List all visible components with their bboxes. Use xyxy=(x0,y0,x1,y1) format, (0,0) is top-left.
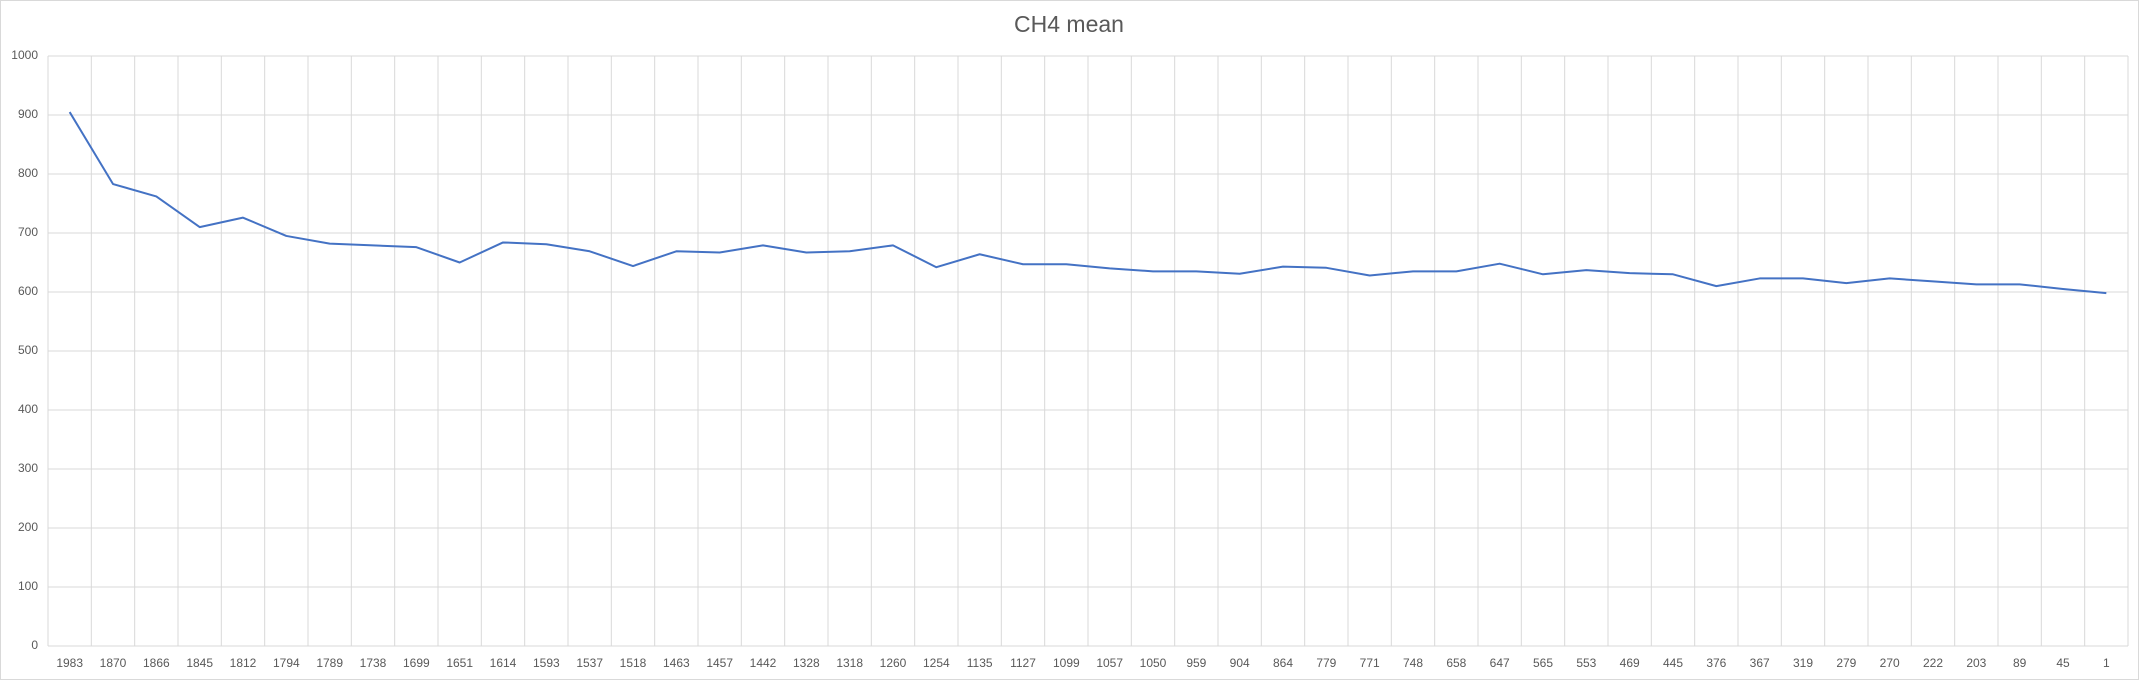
y-tick-label: 200 xyxy=(18,520,38,534)
x-tick-label: 367 xyxy=(1750,656,1770,670)
x-tick-label: 1537 xyxy=(576,656,603,670)
x-tick-label: 45 xyxy=(2056,656,2070,670)
y-tick-label: 300 xyxy=(18,461,38,475)
x-tick-label: 1845 xyxy=(186,656,213,670)
x-tick-label: 864 xyxy=(1273,656,1293,670)
data-line xyxy=(68,111,2107,295)
x-tick-label: 748 xyxy=(1403,656,1423,670)
x-tick-label: 1 xyxy=(2103,656,2110,670)
x-tick-label: 1518 xyxy=(620,656,647,670)
y-tick-label: 700 xyxy=(18,225,38,239)
x-tick-label: 1328 xyxy=(793,656,820,670)
x-tick-label: 1254 xyxy=(923,656,950,670)
x-tick-label: 1442 xyxy=(750,656,777,670)
x-tick-label: 553 xyxy=(1576,656,1596,670)
x-tick-label: 904 xyxy=(1230,656,1250,670)
x-tick-label: 376 xyxy=(1706,656,1726,670)
x-tick-label: 469 xyxy=(1620,656,1640,670)
x-tick-label: 270 xyxy=(1880,656,1900,670)
x-tick-label: 1135 xyxy=(967,656,993,670)
x-tick-label: 1127 xyxy=(1010,656,1036,670)
y-tick-label: 100 xyxy=(18,579,38,593)
x-tick-label: 1699 xyxy=(403,656,430,670)
x-tick-label: 1463 xyxy=(663,656,690,670)
y-tick-label: 800 xyxy=(18,166,38,180)
x-tick-label: 89 xyxy=(2013,656,2027,670)
x-tick-label: 1870 xyxy=(100,656,127,670)
x-tick-label: 1794 xyxy=(273,656,300,670)
x-tick-label: 959 xyxy=(1186,656,1206,670)
x-tick-label: 1651 xyxy=(446,656,473,670)
y-tick-label: 400 xyxy=(18,402,38,416)
chart-title: CH4 mean xyxy=(1014,11,1124,37)
x-tick-label: 1866 xyxy=(143,656,170,670)
x-tick-label: 1789 xyxy=(316,656,343,670)
x-tick-label: 1983 xyxy=(56,656,83,670)
x-tick-label: 1593 xyxy=(533,656,560,670)
y-tick-label: 1000 xyxy=(11,48,38,62)
x-tick-label: 1457 xyxy=(706,656,733,670)
x-tick-label: 1318 xyxy=(836,656,863,670)
y-tick-label: 600 xyxy=(18,284,38,298)
x-tick-label: 279 xyxy=(1836,656,1856,670)
x-tick-label: 319 xyxy=(1793,656,1813,670)
y-tick-label: 900 xyxy=(18,107,38,121)
y-tick-label: 500 xyxy=(18,343,38,357)
y-tick-label: 0 xyxy=(31,638,38,652)
x-tick-label: 445 xyxy=(1663,656,1683,670)
x-tick-label: 565 xyxy=(1533,656,1553,670)
x-tick-label: 1099 xyxy=(1053,656,1080,670)
x-tick-label: 1050 xyxy=(1140,656,1167,670)
x-tick-label: 1614 xyxy=(490,656,517,670)
x-tick-label: 647 xyxy=(1490,656,1510,670)
x-tick-label: 1057 xyxy=(1096,656,1123,670)
x-tick-label: 203 xyxy=(1966,656,1986,670)
x-tick-label: 1738 xyxy=(360,656,387,670)
x-tick-label: 658 xyxy=(1446,656,1466,670)
x-tick-label: 1260 xyxy=(880,656,907,670)
x-tick-label: 1812 xyxy=(230,656,257,670)
x-tick-label: 771 xyxy=(1360,656,1380,670)
x-tick-label: 222 xyxy=(1923,656,1943,670)
x-tick-label: 779 xyxy=(1316,656,1336,670)
